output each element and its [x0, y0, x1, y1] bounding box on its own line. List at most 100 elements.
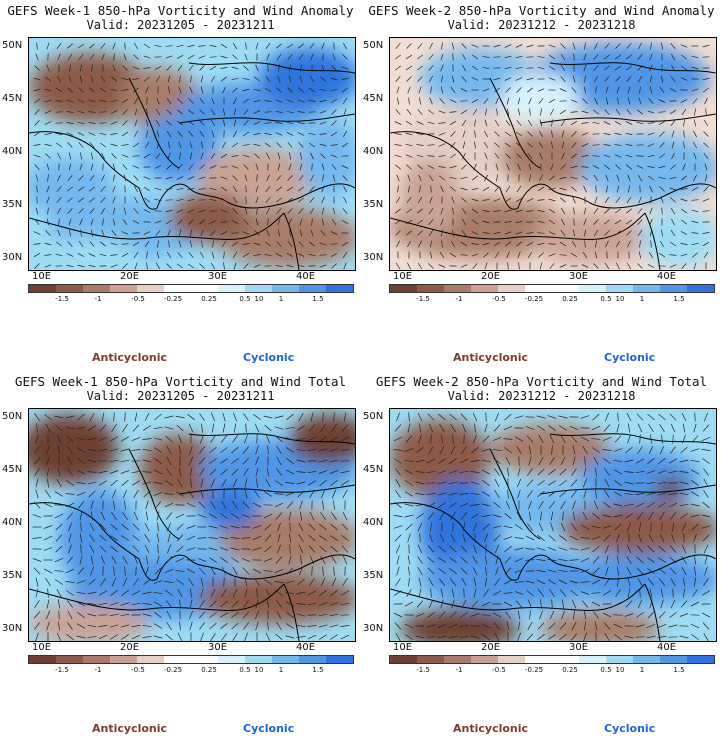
- colorbar-swatch: [326, 656, 353, 663]
- wind-arrow: [212, 423, 214, 433]
- wind-arrow: [33, 611, 41, 619]
- colorbar-swatch: [110, 285, 137, 292]
- wind-arrow: [110, 254, 118, 256]
- wind-arrow: [440, 599, 444, 609]
- wind-arrow: [395, 468, 401, 476]
- wind-arrow: [330, 98, 338, 104]
- wind-arrow: [548, 198, 556, 202]
- wind-arrow: [300, 229, 302, 237]
- wind-arrow: [67, 241, 73, 247]
- wind-arrow: [560, 218, 566, 226]
- colorbar-swatch: [83, 285, 110, 292]
- wind-arrow: [473, 577, 477, 587]
- wind-arrow: [153, 591, 163, 595]
- wind-arrow: [34, 65, 40, 71]
- wind-arrow: [264, 87, 272, 93]
- wind-arrow: [121, 590, 129, 596]
- wind-arrow: [210, 119, 216, 127]
- wind-arrow: [649, 207, 653, 215]
- wind-arrow: [308, 545, 316, 553]
- wind-arrow: [614, 435, 622, 443]
- wind-arrow: [265, 75, 271, 83]
- wind-arrow: [691, 480, 699, 486]
- wind-arrow: [603, 458, 611, 464]
- wind-arrow: [584, 456, 586, 466]
- wind-arrow: [79, 533, 83, 543]
- wind-arrow: [494, 578, 500, 586]
- wind-arrow: [200, 577, 204, 587]
- wind-arrow: [47, 588, 49, 598]
- wind-arrow: [671, 141, 675, 149]
- wind-arrow: [276, 622, 282, 630]
- wind-arrow: [580, 547, 590, 551]
- panel-title: GEFS Week-2 850-hPa Vorticity and Wind T…: [375, 374, 708, 389]
- wind-arrow: [165, 512, 173, 520]
- wind-arrow: [330, 252, 338, 258]
- wind-arrow: [190, 588, 192, 598]
- wind-arrow: [189, 599, 193, 609]
- wind-arrow: [570, 435, 578, 443]
- wind-arrow: [254, 610, 260, 620]
- wind-arrow: [210, 478, 216, 488]
- wind-arrow: [594, 251, 598, 259]
- vorticity-blob: [390, 419, 490, 499]
- wind-arrow: [626, 556, 632, 564]
- wind-arrow: [694, 566, 696, 576]
- wind-arrow: [296, 448, 306, 452]
- wind-arrow: [669, 88, 677, 92]
- wind-arrow: [548, 98, 556, 104]
- wind-arrow: [112, 185, 116, 193]
- wind-arrow: [638, 42, 642, 50]
- wind-arrow: [603, 622, 611, 630]
- wind-arrow: [429, 240, 433, 248]
- wind-arrow: [321, 207, 325, 215]
- wind-arrow: [473, 434, 477, 444]
- wind-arrow: [624, 613, 634, 617]
- wind-arrow: [286, 197, 294, 203]
- colorbar-tick: 0.25: [562, 295, 578, 303]
- wind-arrow: [309, 555, 315, 565]
- wind-arrow: [584, 42, 586, 50]
- wind-arrow: [526, 198, 534, 202]
- wind-arrow: [628, 423, 630, 433]
- wind-arrow: [614, 54, 622, 60]
- wind-arrow: [703, 131, 709, 137]
- wind-arrow: [671, 218, 675, 226]
- coastline: [283, 583, 300, 641]
- wind-arrow: [331, 424, 337, 432]
- wind-arrow: [493, 501, 501, 509]
- wind-arrow: [166, 263, 172, 269]
- wind-arrow: [177, 252, 183, 258]
- wind-arrow: [539, 119, 543, 127]
- wind-arrow: [427, 121, 435, 125]
- wind-arrow: [549, 610, 555, 620]
- wind-arrow: [78, 240, 84, 248]
- wind-arrow: [67, 43, 73, 49]
- wind-arrow: [691, 242, 699, 246]
- wind-arrow: [56, 186, 62, 192]
- wind-arrow: [34, 109, 40, 115]
- wind-arrow: [438, 110, 446, 114]
- wind-arrow: [88, 253, 96, 257]
- wind-arrow: [493, 44, 501, 48]
- wind-arrow: [548, 65, 556, 71]
- wind-arrow: [650, 240, 652, 248]
- wind-arrow: [112, 163, 116, 171]
- wind-arrow: [604, 490, 610, 498]
- wind-arrow: [155, 108, 161, 116]
- wind-arrow: [637, 208, 643, 214]
- wind-arrow: [220, 43, 228, 49]
- wind-arrow: [242, 252, 250, 258]
- wind-arrow: [264, 491, 272, 497]
- wind-arrow: [285, 492, 295, 496]
- wind-arrow: [603, 424, 611, 432]
- wind-arrow: [449, 502, 457, 508]
- wind-arrow: [616, 533, 620, 543]
- wind-arrow: [56, 479, 62, 487]
- wind-arrow: [525, 535, 535, 541]
- wind-arrow: [296, 591, 306, 595]
- wind-arrow: [244, 434, 248, 444]
- wind-arrow: [297, 490, 305, 498]
- wind-arrow: [154, 501, 162, 509]
- wind-arrow: [647, 154, 655, 158]
